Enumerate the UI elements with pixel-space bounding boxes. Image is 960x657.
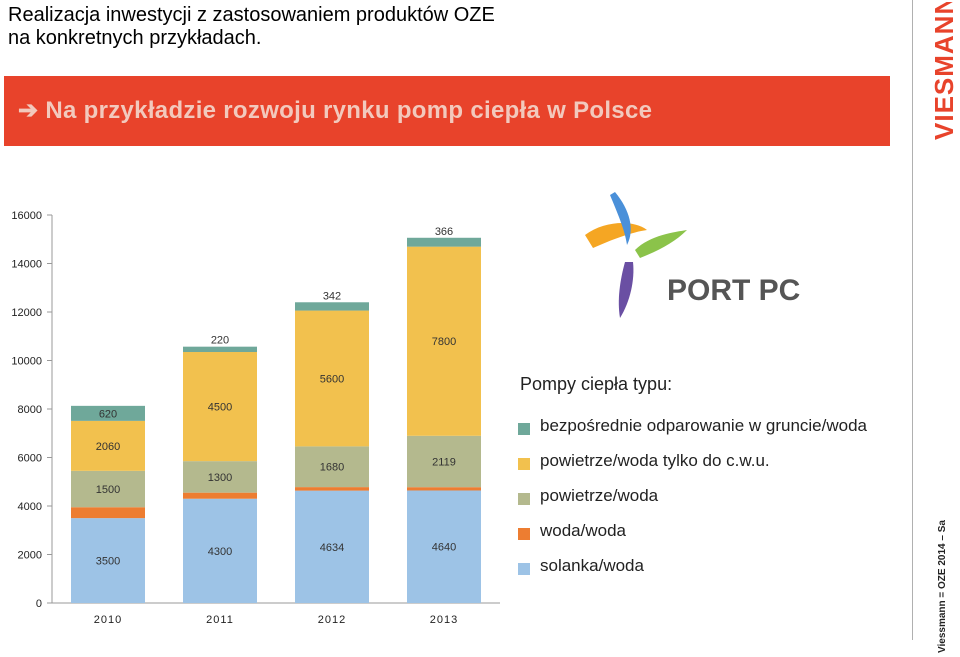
slide-title-line1: Realizacja inwestycji z zastosowaniem pr… bbox=[8, 4, 495, 26]
y-tick-label: 0 bbox=[36, 598, 42, 610]
bar-segment bbox=[183, 498, 257, 603]
y-tick-label: 12000 bbox=[11, 307, 42, 319]
bar-segment bbox=[183, 346, 257, 353]
port-pc-logo: PORT PC bbox=[585, 192, 800, 318]
data-label: 7800 bbox=[432, 336, 456, 348]
y-tick-label: 14000 bbox=[11, 259, 42, 271]
stacked-bar-chart: 0 2000 4000 6000 8000 10000 12000 14000 16000 350… bbox=[11, 210, 500, 626]
y-tick-label: 2000 bbox=[18, 550, 42, 562]
legend-swatch bbox=[518, 563, 530, 575]
legend-label: bezpośrednie odparowanie w gruncie/woda bbox=[540, 416, 867, 435]
bar-segment bbox=[71, 405, 145, 421]
bar-segment bbox=[71, 420, 145, 471]
brand-logo: VIESMANN bbox=[929, 2, 959, 140]
bar-segment bbox=[295, 490, 369, 603]
legend-label: powietrze/woda tylko do c.w.u. bbox=[540, 451, 770, 470]
x-tick-label: 2013 bbox=[430, 614, 458, 626]
data-label: 342 bbox=[323, 290, 341, 302]
data-label: 1500 bbox=[96, 484, 120, 496]
data-label: 5600 bbox=[320, 373, 344, 385]
data-label: 2119 bbox=[432, 456, 456, 468]
banner-label: ➔ Na przykładzie rozwoju rynku pomp ciep… bbox=[18, 96, 652, 125]
footer-text: Viessmann = OZE 2014 – Saw bbox=[937, 520, 948, 653]
bar-segment bbox=[71, 507, 145, 519]
pinwheel-logo-icon bbox=[585, 192, 687, 318]
x-tick-label: 2011 bbox=[206, 614, 234, 626]
bar-segment bbox=[407, 237, 481, 247]
bar-segment bbox=[295, 446, 369, 488]
bar-segment bbox=[295, 302, 369, 311]
slide-title: Realizacja inwestycji z zastosowaniem pr… bbox=[8, 4, 888, 50]
y-tick-label: 16000 bbox=[11, 210, 42, 222]
legend-label: solanka/woda bbox=[540, 556, 644, 575]
bar-segment bbox=[71, 470, 145, 508]
x-tick-label: 2012 bbox=[318, 614, 346, 626]
data-label: 1300 bbox=[208, 472, 232, 484]
legend-swatch bbox=[518, 423, 530, 435]
bar-segment bbox=[183, 352, 257, 462]
arrow-right-icon: ➔ bbox=[18, 97, 39, 124]
data-label: 2060 bbox=[96, 441, 120, 453]
divider-line bbox=[912, 0, 913, 640]
data-label: 620 bbox=[99, 408, 117, 420]
logo-text: PORT PC bbox=[667, 274, 800, 307]
slide-title-line2: na konkretnych przykładach. bbox=[8, 27, 262, 49]
banner: ➔ Na przykładzie rozwoju rynku pomp ciep… bbox=[4, 76, 890, 146]
bar-segment bbox=[407, 490, 481, 603]
y-tick-label: 8000 bbox=[18, 404, 42, 416]
data-label: 3500 bbox=[96, 556, 120, 568]
bar-segment bbox=[407, 435, 481, 488]
bar-segment bbox=[407, 246, 481, 436]
bar-segment bbox=[183, 461, 257, 493]
legend-label: powietrze/woda bbox=[540, 486, 659, 505]
y-tick-label: 10000 bbox=[11, 356, 42, 368]
chart-legend: Pompy ciepła typu: bezpośrednie odparowa… bbox=[510, 370, 910, 590]
legend-swatch bbox=[518, 458, 530, 470]
data-label: 366 bbox=[435, 226, 453, 238]
legend-label: woda/woda bbox=[540, 521, 627, 540]
bar-segment bbox=[71, 518, 145, 603]
bar-segment bbox=[183, 492, 257, 499]
legend-swatch bbox=[518, 528, 530, 540]
bar-segment bbox=[295, 310, 369, 447]
y-tick-label: 6000 bbox=[18, 453, 42, 465]
data-label: 4300 bbox=[208, 546, 232, 558]
legend-title: Pompy ciepła typu: bbox=[520, 374, 673, 394]
legend-swatch bbox=[518, 493, 530, 505]
data-label: 1680 bbox=[320, 462, 344, 474]
data-label: 4640 bbox=[432, 542, 456, 554]
footer-note: Viessmann = OZE 2014 – Saw bbox=[937, 520, 948, 653]
bar-segment bbox=[407, 487, 481, 491]
data-label: 4634 bbox=[320, 542, 344, 554]
data-label: 4500 bbox=[208, 402, 232, 414]
data-label: 220 bbox=[211, 335, 229, 347]
brand-name: VIESMANN bbox=[929, 2, 959, 140]
banner-text: Na przykładzie rozwoju rynku pomp ciepła… bbox=[45, 97, 653, 124]
x-tick-label: 2010 bbox=[94, 614, 122, 626]
bar-segment bbox=[295, 487, 369, 491]
y-tick-label: 4000 bbox=[18, 501, 42, 513]
